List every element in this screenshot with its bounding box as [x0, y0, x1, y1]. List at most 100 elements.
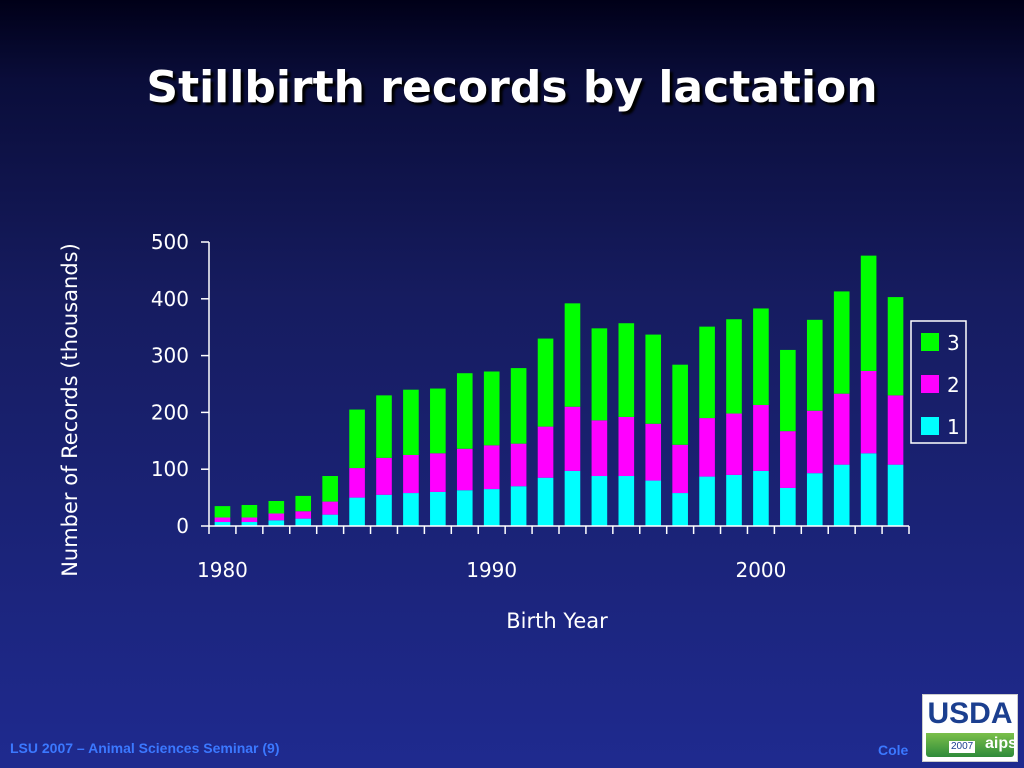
bar-segment-lactation-2 [672, 444, 688, 494]
bar-segment-lactation-2 [241, 517, 258, 523]
bar-segment-lactation-1 [833, 464, 850, 526]
legend-label-1: 1 [947, 415, 960, 439]
bar-segment-lactation-1 [618, 476, 635, 526]
bar-segment-lactation-1 [483, 489, 500, 526]
bar-segment-lactation-1 [564, 470, 581, 526]
bars-group [214, 255, 904, 526]
bar-segment-lactation-2 [887, 395, 904, 465]
bar-segment-lactation-2 [456, 448, 473, 491]
bar-segment-lactation-3 [376, 395, 392, 458]
legend-swatch-3 [921, 333, 939, 351]
x-tick-label: 1980 [197, 558, 248, 582]
bar-segment-lactation-3 [295, 495, 312, 512]
y-tick-label: 500 [151, 230, 189, 254]
bar-segment-lactation-3 [537, 338, 554, 427]
bar-segment-lactation-1 [295, 518, 312, 526]
bar-segment-lactation-1 [591, 476, 608, 526]
bar-segment-lactation-2 [618, 416, 635, 477]
y-tick-label: 300 [151, 344, 189, 368]
bar-segment-lactation-2 [349, 468, 365, 498]
bar-segment-lactation-3 [349, 409, 365, 469]
y-tick-label: 400 [151, 287, 189, 311]
y-tick-label: 200 [151, 400, 189, 424]
bar-segment-lactation-1 [349, 497, 365, 526]
bar-segment-lactation-3 [591, 328, 608, 421]
bar-segment-lactation-1 [726, 474, 742, 526]
y-tick-label: 100 [151, 457, 189, 481]
bar-segment-lactation-2 [430, 453, 446, 492]
bar-segment-lactation-3 [510, 368, 527, 444]
bar-segment-lactation-3 [322, 476, 338, 502]
bar-segment-lactation-2 [833, 393, 850, 465]
footer-seminar-label: LSU 2007 – Animal Sciences Seminar (9) [10, 740, 280, 756]
bar-segment-lactation-2 [322, 501, 338, 515]
bar-segment-lactation-1 [430, 491, 446, 526]
x-axis-label: Birth Year [506, 609, 608, 633]
bar-segment-lactation-1 [241, 522, 258, 526]
bar-segment-lactation-1 [699, 476, 715, 526]
x-ticks-group: 1980 1990 2000 [197, 526, 910, 582]
bar-segment-lactation-1 [645, 480, 662, 526]
bar-segment-lactation-3 [241, 504, 258, 518]
legend-label-2: 2 [947, 373, 960, 397]
bar-segment-lactation-1 [268, 520, 285, 526]
slide-title: Stillbirth records by lactation [146, 62, 878, 113]
legend: 3 2 1 [910, 320, 967, 444]
logo-aips-mark: aips [985, 735, 1018, 752]
bar-segment-lactation-2 [726, 413, 742, 475]
bar-segment-lactation-3 [887, 297, 904, 396]
bar-segment-lactation-1 [860, 453, 877, 526]
bar-segment-lactation-2 [268, 513, 285, 521]
bar-segment-lactation-1 [753, 470, 769, 526]
bar-segment-lactation-2 [645, 423, 662, 481]
bar-segment-lactation-2 [537, 426, 554, 478]
bar-segment-lactation-3 [833, 291, 850, 394]
bar-segment-lactation-3 [403, 389, 419, 455]
bar-segment-lactation-2 [564, 406, 581, 471]
bar-segment-lactation-2 [753, 405, 769, 471]
bar-segment-lactation-2 [860, 370, 877, 454]
bar-segment-lactation-1 [456, 490, 473, 526]
bar-segment-lactation-3 [753, 308, 769, 406]
bar-segment-lactation-3 [618, 323, 635, 417]
logo-year: 2007 [949, 741, 976, 753]
bar-segment-lactation-1 [376, 494, 392, 526]
bar-segment-lactation-1 [887, 464, 904, 526]
bar-segment-lactation-2 [699, 418, 715, 477]
bar-segment-lactation-1 [672, 493, 688, 526]
x-tick-label: 1990 [466, 558, 517, 582]
footer-author: Cole [878, 742, 909, 758]
bar-segment-lactation-3 [564, 303, 581, 407]
legend-swatch-2 [921, 375, 939, 393]
bar-segment-lactation-3 [780, 349, 796, 432]
bar-segment-lactation-3 [483, 371, 500, 446]
bar-segment-lactation-2 [376, 457, 392, 495]
bar-segment-lactation-3 [806, 319, 823, 411]
bar-segment-lactation-3 [268, 501, 285, 514]
x-tick-label: 2000 [735, 558, 786, 582]
bar-segment-lactation-1 [806, 473, 823, 526]
bar-segment-lactation-3 [430, 388, 446, 454]
legend-swatch-1 [921, 417, 939, 435]
legend-box [910, 320, 967, 444]
bar-segment-lactation-1 [403, 493, 419, 526]
bar-segment-lactation-2 [510, 443, 527, 487]
bar-segment-lactation-3 [214, 506, 231, 518]
usda-logo: USDA 2007 aips [922, 694, 1018, 762]
bar-segment-lactation-3 [699, 326, 715, 419]
bar-segment-lactation-3 [456, 373, 473, 449]
bar-segment-lactation-1 [510, 486, 527, 526]
bar-segment-lactation-1 [214, 522, 231, 526]
bar-segment-lactation-1 [537, 477, 554, 526]
bar-segment-lactation-2 [806, 410, 823, 474]
bar-segment-lactation-1 [780, 487, 796, 526]
y-ticks-group: 0 100 200 300 400 500 [151, 230, 209, 538]
bar-segment-lactation-3 [860, 255, 877, 371]
bar-segment-lactation-3 [672, 364, 688, 445]
bar-segment-lactation-2 [483, 445, 500, 490]
bar-segment-lactation-3 [726, 319, 742, 414]
bar-segment-lactation-2 [780, 431, 796, 488]
bar-segment-lactation-3 [645, 334, 662, 424]
bar-segment-lactation-1 [322, 514, 338, 526]
